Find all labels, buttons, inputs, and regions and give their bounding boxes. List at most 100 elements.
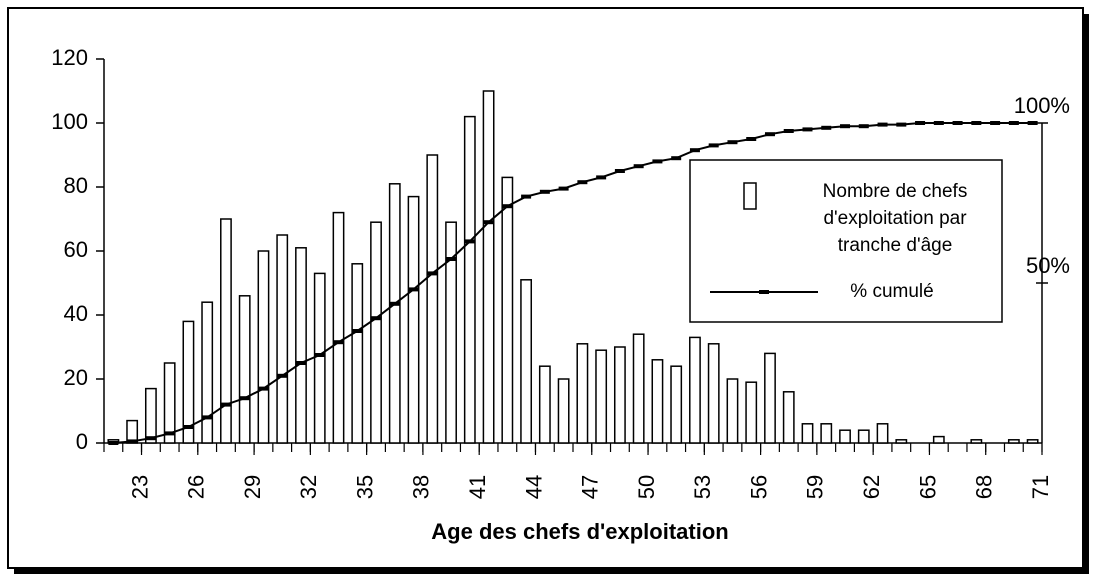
line-marker (971, 121, 982, 125)
bar (707, 343, 720, 444)
bar (182, 320, 195, 444)
x-tick-label: 44 (521, 475, 546, 499)
legend-label: % cumulé (850, 281, 933, 302)
bar (895, 439, 908, 444)
bar (1026, 439, 1039, 444)
x-tick-label: 29 (240, 475, 265, 499)
bar (670, 365, 683, 444)
bar (538, 365, 551, 444)
y2-tick-label: 100% (1014, 93, 1070, 118)
bar (370, 221, 382, 444)
line-marker (314, 353, 325, 357)
legend-bar-icon (743, 182, 757, 210)
bar (463, 115, 476, 444)
bar (388, 183, 401, 444)
bar (426, 154, 439, 444)
y-tick-label: 0 (76, 429, 88, 454)
bar (295, 247, 307, 444)
bar (782, 391, 795, 444)
line-marker (671, 156, 682, 161)
bar (407, 195, 420, 444)
line-marker (408, 287, 419, 292)
bar (857, 429, 870, 444)
bar (932, 435, 945, 444)
line-marker (802, 127, 813, 132)
x-tick-label: 56 (746, 475, 771, 499)
line-marker (164, 431, 175, 436)
line-marker (539, 189, 550, 194)
x-tick-label: 62 (859, 475, 884, 499)
x-tick-label: 65 (915, 475, 940, 499)
line-marker (371, 316, 382, 321)
y-tick-label: 100 (51, 109, 88, 134)
bar (257, 250, 270, 444)
line-marker (821, 125, 832, 130)
x-tick-label: 53 (690, 475, 715, 499)
bar (144, 387, 157, 444)
line-marker (464, 239, 475, 244)
bar (276, 234, 289, 444)
bar (689, 336, 701, 444)
line-marker (521, 194, 532, 199)
line-marker (652, 159, 663, 164)
x-tick-label: 26 (184, 475, 209, 499)
line-marker (689, 148, 700, 153)
bar (313, 272, 326, 444)
bar (970, 439, 983, 444)
line-marker (596, 175, 607, 180)
line-marker (858, 124, 869, 129)
bar (632, 333, 645, 444)
bar (332, 211, 345, 444)
bar (482, 90, 495, 444)
bar (876, 423, 889, 444)
y-tick-label: 60 (64, 237, 88, 262)
bar (238, 295, 251, 444)
bar (820, 423, 833, 444)
bar (595, 349, 608, 444)
line-marker (783, 129, 794, 133)
line-marker (108, 441, 119, 445)
bar (764, 352, 776, 444)
x-tick-label: 47 (578, 475, 603, 499)
bar (351, 263, 364, 444)
legend-label-line: tranche d'âge (838, 235, 953, 256)
line-marker (915, 121, 926, 125)
line-marker (708, 143, 719, 148)
line-marker (145, 436, 156, 441)
line-marker (127, 439, 138, 444)
line-marker (183, 425, 194, 429)
bar (576, 343, 589, 444)
line-marker (896, 122, 907, 127)
legend-label: Nombre de chefs d'exploitation par tranche… (823, 181, 968, 256)
line-marker (295, 361, 306, 365)
bar (613, 346, 626, 444)
line-marker (990, 121, 1001, 125)
line-marker (933, 121, 944, 125)
legend-line-marker (759, 290, 769, 294)
legend-label-line: Nombre de chefs (823, 181, 968, 202)
y-tick-label: 40 (64, 301, 88, 326)
line-marker (352, 329, 363, 333)
line-marker (483, 220, 494, 225)
line-marker (220, 402, 231, 407)
bar (445, 221, 457, 444)
line-marker (202, 415, 213, 420)
line-marker (633, 164, 644, 169)
line-marker (727, 140, 738, 145)
x-tick-label: 59 (803, 475, 828, 499)
bar (801, 423, 814, 444)
legend-box (689, 159, 1003, 323)
line-marker (1008, 121, 1019, 125)
x-tick-label: 23 (127, 475, 152, 499)
x-axis-label: Age des chefs d'exploitation (431, 519, 728, 544)
bar (520, 279, 533, 444)
x-tick-label: 32 (296, 475, 321, 499)
line-marker (333, 340, 344, 345)
bar (220, 218, 232, 444)
line-marker (840, 124, 851, 129)
x-tick-label: 68 (972, 475, 997, 499)
bar (501, 176, 514, 444)
bar (557, 378, 570, 444)
line-marker (389, 301, 400, 306)
